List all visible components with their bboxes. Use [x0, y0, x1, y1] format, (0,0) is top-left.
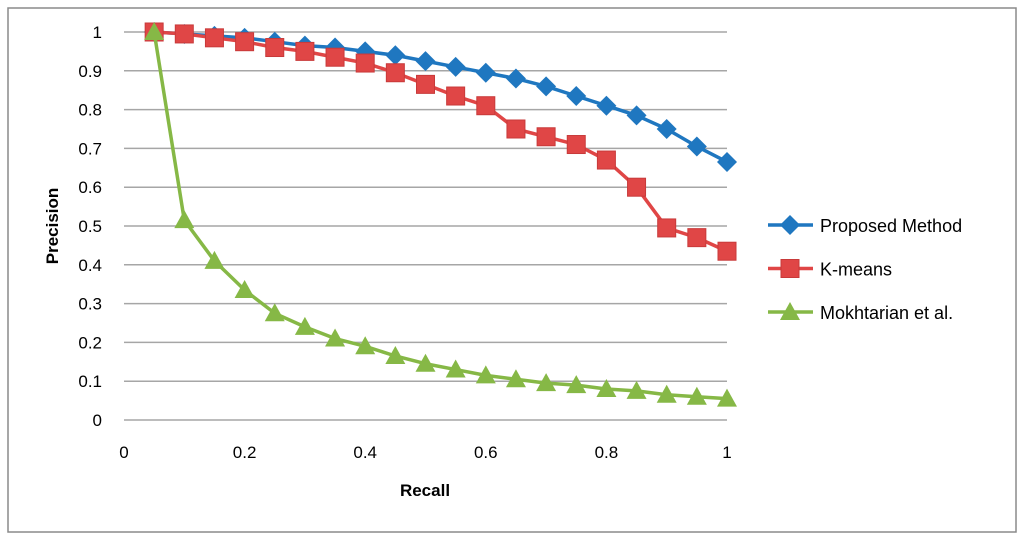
legend-marker	[780, 259, 800, 278]
y-tick-label: 0.2	[78, 333, 102, 352]
data-point	[355, 336, 376, 355]
series-mokhtarian-et-al-	[144, 22, 737, 407]
x-tick-label: 0.8	[595, 443, 619, 462]
data-point	[446, 86, 466, 106]
data-point	[295, 41, 315, 61]
data-point	[627, 177, 647, 197]
data-point	[596, 378, 617, 397]
data-point	[385, 345, 406, 364]
y-tick-label: 0.5	[78, 217, 102, 236]
data-point	[596, 95, 617, 116]
data-point	[204, 250, 225, 269]
legend-label: Proposed Method	[820, 216, 962, 236]
y-tick-label: 0.1	[78, 372, 102, 391]
legend-marker	[780, 215, 800, 235]
y-tick-label: 0.9	[78, 62, 102, 81]
data-point	[385, 45, 406, 66]
data-point	[325, 328, 346, 347]
data-point	[264, 303, 285, 322]
data-point	[174, 24, 194, 44]
data-point	[294, 316, 315, 335]
data-point	[686, 136, 707, 157]
y-tick-label: 0.3	[78, 295, 102, 314]
data-point	[475, 365, 496, 384]
data-point	[476, 96, 496, 116]
data-point	[174, 210, 195, 229]
data-point	[445, 359, 466, 378]
legend-item: Proposed Method	[768, 215, 962, 236]
data-point	[505, 369, 526, 388]
x-tick-label: 0.6	[474, 443, 498, 462]
x-tick-label: 0	[119, 443, 128, 462]
data-point	[717, 151, 737, 172]
y-tick-label: 0.6	[78, 178, 102, 197]
data-point	[656, 384, 677, 403]
data-point	[385, 63, 405, 83]
x-axis-label: Recall	[400, 481, 450, 500]
x-tick-label: 1	[722, 443, 731, 462]
data-point	[325, 47, 345, 67]
data-point	[475, 62, 496, 83]
legend-item: Mokhtarian et al.	[768, 302, 953, 323]
y-axis-label: Precision	[43, 188, 62, 265]
data-point	[566, 135, 586, 155]
legend-item: K-means	[768, 259, 892, 280]
data-point	[686, 386, 707, 405]
data-point	[265, 38, 285, 58]
data-point	[506, 119, 526, 139]
legend-label: K-means	[820, 260, 892, 280]
data-point	[626, 380, 647, 399]
data-point	[505, 68, 526, 89]
data-point	[596, 150, 616, 170]
data-point	[536, 373, 557, 392]
y-tick-label: 0.7	[78, 139, 102, 158]
data-point	[657, 218, 677, 238]
data-point	[144, 22, 165, 40]
x-tick-label: 0.4	[353, 443, 377, 462]
data-point	[415, 51, 436, 72]
data-point	[204, 28, 224, 48]
data-point	[536, 76, 557, 97]
data-point	[416, 74, 435, 94]
data-point	[717, 241, 737, 261]
data-point	[445, 56, 466, 77]
y-tick-label: 0.4	[78, 256, 102, 275]
data-point	[626, 105, 647, 126]
data-point	[566, 375, 587, 394]
data-point	[656, 119, 677, 139]
data-point	[717, 388, 737, 407]
data-point	[687, 228, 707, 248]
data-point	[566, 86, 587, 107]
data-point	[415, 353, 436, 372]
data-point	[355, 53, 375, 73]
data-point	[536, 127, 556, 147]
chart-border	[7, 7, 1017, 533]
data-point	[235, 32, 255, 52]
legend-marker	[780, 302, 800, 320]
x-tick-label: 0.2	[233, 443, 257, 462]
y-tick-label: 0.8	[78, 101, 102, 120]
y-tick-label: 0	[93, 411, 102, 430]
legend-label: Mokhtarian et al.	[820, 303, 953, 323]
data-point	[234, 280, 255, 299]
y-tick-label: 1	[93, 23, 102, 42]
